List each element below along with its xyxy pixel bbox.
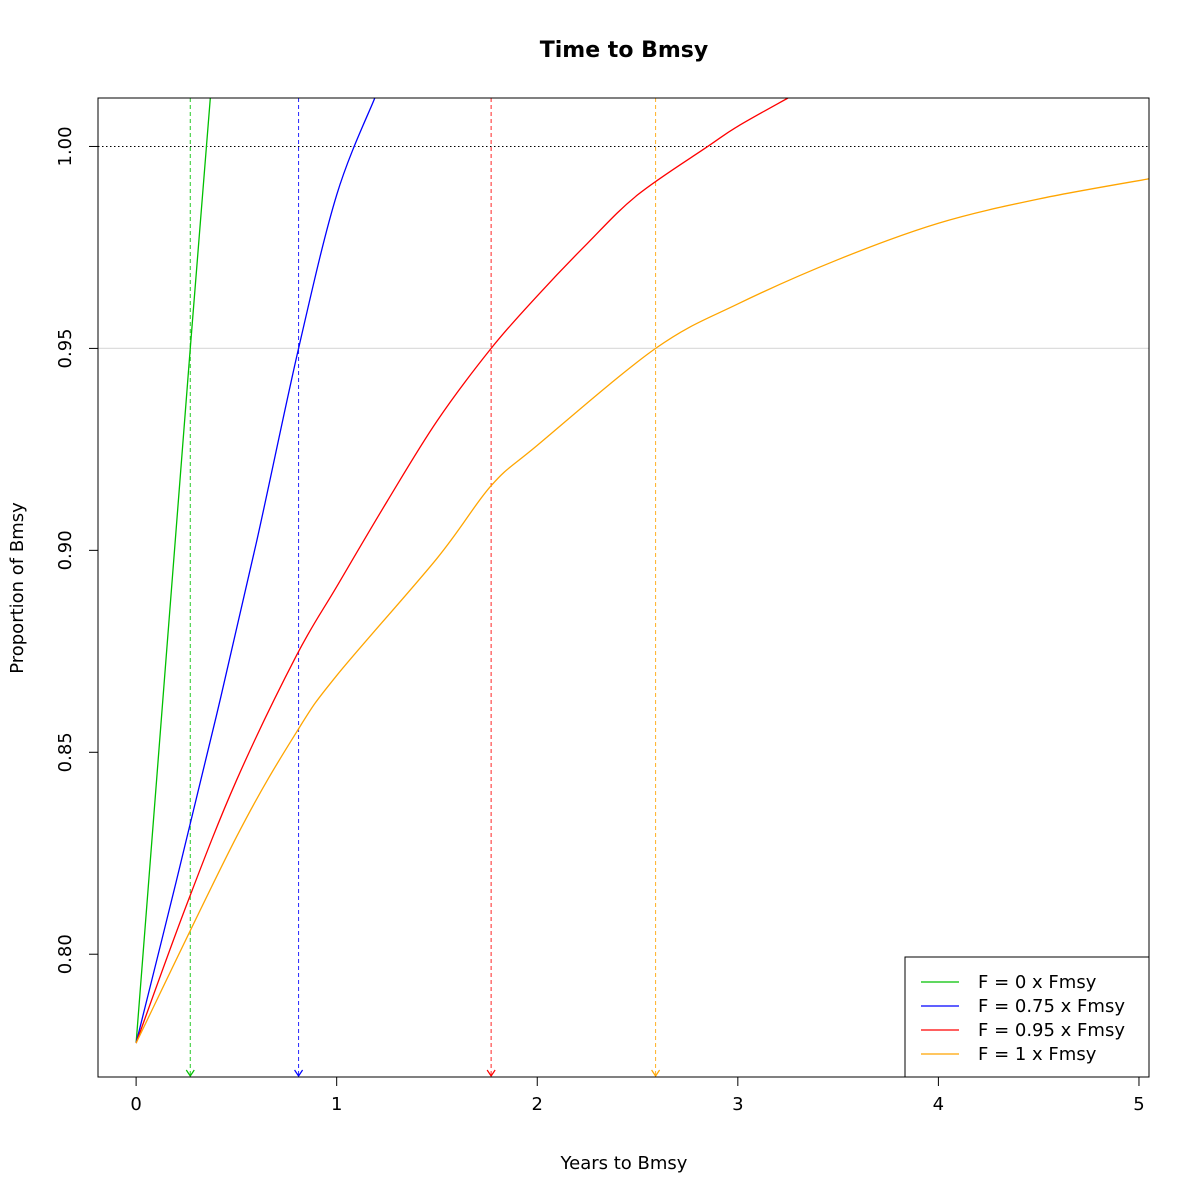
plot-clipped-group	[98, 98, 1149, 1077]
legend: F = 0 x Fmsy F = 0.75 x Fmsy F = 0.95 x Fm…	[904, 956, 1150, 1078]
marker-arrow-series-0	[185, 1069, 195, 1078]
series-line-3	[135, 178, 1149, 1044]
x-tick-label-1: 1	[331, 1094, 342, 1115]
x-tick-label-0: 0	[130, 1094, 141, 1115]
marker-arrow-series-2	[486, 1069, 496, 1078]
legend-label-0: F = 0 x Fmsy	[978, 972, 1097, 993]
series-line-0	[135, 98, 211, 1044]
series-line-1	[135, 98, 376, 1044]
plot-frame	[97, 97, 1150, 1078]
y-tick-label-0: 0.80	[55, 934, 76, 974]
y-tick-label-3: 0.95	[55, 328, 76, 368]
y-axis-label: Proportion of Bmsy	[7, 502, 28, 674]
x-tick-label-3: 3	[732, 1094, 743, 1115]
x-tick-label-5: 5	[1133, 1094, 1144, 1115]
x-tick-label-2: 2	[532, 1094, 543, 1115]
marker-arrow-series-1	[294, 1069, 304, 1078]
chart-title: Time to Bmsy	[540, 38, 708, 63]
x-tick-label-4: 4	[933, 1094, 944, 1115]
legend-label-1: F = 0.75 x Fmsy	[978, 996, 1125, 1017]
series-line-2	[135, 98, 789, 1044]
y-tick-label-2: 0.90	[55, 530, 76, 570]
legend-label-2: F = 0.95 x Fmsy	[978, 1020, 1125, 1041]
y-tick-label-1: 0.85	[55, 732, 76, 772]
plot-area: 0 1 2 3 4 5 0.80 0.85 0.90 0.95 1.00	[55, 97, 1150, 1115]
legend-box	[904, 956, 1150, 1078]
marker-arrow-series-3	[651, 1069, 661, 1078]
legend-label-3: F = 1 x Fmsy	[978, 1044, 1097, 1065]
x-axis-label: Years to Bmsy	[560, 1153, 688, 1174]
y-tick-label-4: 1.00	[55, 126, 76, 166]
